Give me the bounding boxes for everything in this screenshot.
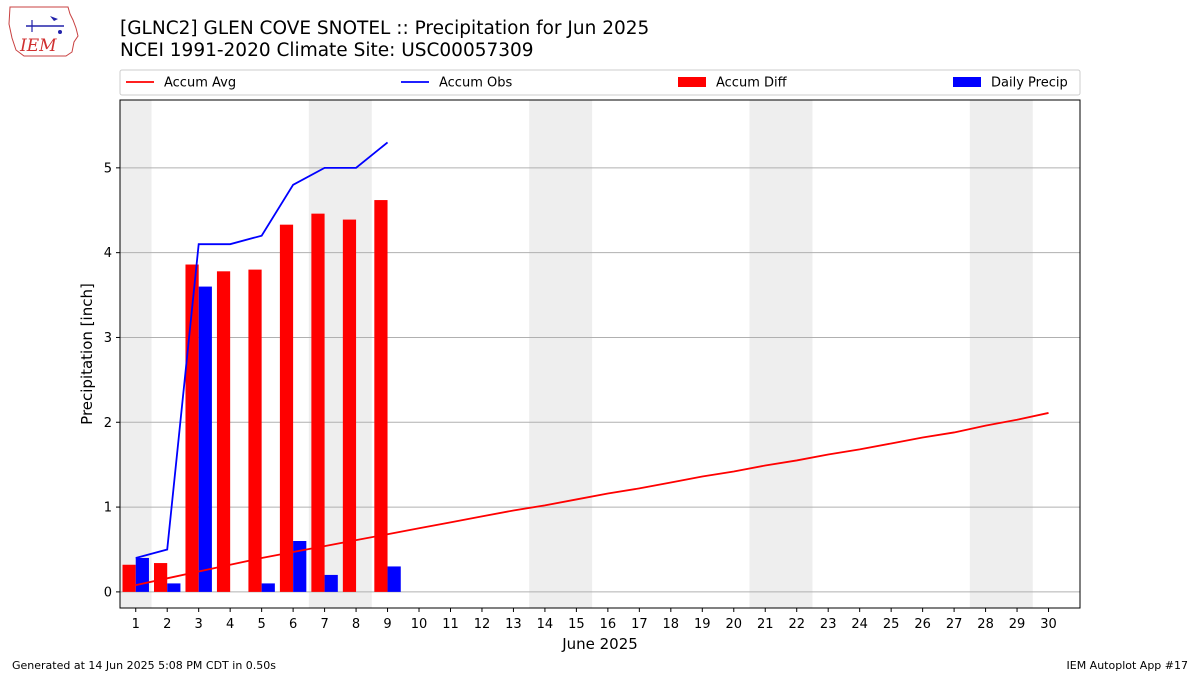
daily-precip-bar: [198, 286, 212, 592]
y-tick-label: 0: [104, 585, 112, 600]
chart-subtitle: NCEI 1991-2020 Climate Site: USC00057309: [120, 40, 534, 61]
x-tick-label: 12: [474, 617, 491, 632]
x-tick-label: 15: [568, 617, 585, 632]
x-tick-label: 19: [694, 617, 711, 632]
y-tick-label: 1: [104, 501, 112, 516]
plot-frame: [119, 99, 1081, 609]
accum-avg-line: [135, 412, 1049, 586]
x-tick-label: 8: [352, 617, 360, 632]
daily-precip-bar: [261, 583, 275, 592]
x-tick-label: 14: [537, 617, 554, 632]
x-tick-label: 10: [411, 617, 428, 632]
daily-precip-bar: [167, 583, 181, 592]
x-tick-label: 21: [757, 617, 774, 632]
y-tick-label: 3: [104, 331, 112, 346]
accum-diff-bar: [374, 200, 388, 592]
x-tick-label: 2: [163, 617, 171, 632]
x-tick-label: 30: [1040, 617, 1057, 632]
x-tick-label: 28: [977, 617, 994, 632]
accum-obs-line: [135, 141, 389, 559]
y-tick-label: 4: [104, 246, 112, 261]
x-tick-label: 20: [725, 617, 742, 632]
x-tick-label: 24: [851, 617, 868, 632]
accum-diff-bar: [122, 564, 136, 592]
daily-precip-bar: [387, 566, 401, 592]
y-axis-ticks: 0 1 2 3 4 5: [104, 161, 120, 600]
x-tick-label: 17: [631, 617, 648, 632]
legend-box: [119, 69, 1081, 96]
weekend-band: [529, 100, 593, 608]
accum-diff-bar: [248, 269, 262, 592]
chart-title: [GLNC2] GLEN COVE SNOTEL :: Precipitatio…: [120, 18, 650, 39]
x-tick-label: 1: [132, 617, 140, 632]
weekend-band: [120, 100, 152, 608]
legend-label: Accum Diff: [716, 76, 788, 91]
footer-generated-text: Generated at 14 Jun 2025 5:08 PM CDT in …: [12, 659, 277, 672]
x-axis-ticks: 1 2 3 4 5 6 7 8 9 10 11 12 13 14 15 16 17 18 19 20 21 22 23 24 2…: [132, 608, 1057, 632]
legend: Accum Avg Accum Obs Accum Diff Daily Precip: [119, 69, 1081, 96]
footer-app-label: IEM Autoplot App #17: [1066, 659, 1189, 672]
x-tick-label: 16: [600, 617, 617, 632]
x-tick-label: 26: [914, 617, 931, 632]
x-tick-label: 11: [442, 617, 459, 632]
x-tick-label: 25: [883, 617, 900, 632]
legend-swatch: [678, 77, 706, 87]
weekend-band: [969, 100, 1033, 608]
daily-precip-bar: [324, 574, 338, 592]
logo-text: IEM: [19, 36, 57, 56]
x-tick-label: 13: [505, 617, 522, 632]
x-tick-label: 6: [289, 617, 297, 632]
x-tick-label: 3: [195, 617, 203, 632]
x-tick-label: 7: [320, 617, 328, 632]
x-axis-label: June 2025: [561, 635, 638, 653]
x-tick-label: 29: [1009, 617, 1026, 632]
legend-label: Accum Avg: [164, 76, 236, 91]
x-tick-label: 23: [820, 617, 837, 632]
x-tick-label: 9: [383, 617, 391, 632]
accum-diff-bar: [311, 213, 325, 592]
daily-precip-bar: [135, 557, 149, 592]
bars: [122, 200, 401, 592]
y-tick-label: 2: [104, 416, 112, 431]
weekend-shading: [120, 100, 1033, 608]
accum-diff-bar: [342, 219, 357, 592]
accum-diff-bar: [153, 563, 168, 592]
y-axis-label: Precipitation [inch]: [78, 283, 96, 425]
x-tick-label: 22: [788, 617, 805, 632]
y-tick-label: 5: [104, 161, 112, 176]
legend-label: Daily Precip: [991, 76, 1068, 91]
lines: [135, 141, 1049, 586]
x-tick-label: 18: [663, 617, 680, 632]
accum-diff-bar: [279, 224, 294, 592]
x-tick-label: 5: [257, 617, 265, 632]
weekend-band: [749, 100, 813, 608]
x-tick-label: 27: [946, 617, 963, 632]
iem-logo-icon: IEM: [8, 6, 79, 57]
legend-label: Accum Obs: [439, 76, 512, 91]
daily-precip-bar: [293, 541, 307, 592]
legend-swatch: [953, 77, 981, 87]
accum-diff-bar: [216, 271, 231, 592]
x-tick-label: 4: [226, 617, 234, 632]
